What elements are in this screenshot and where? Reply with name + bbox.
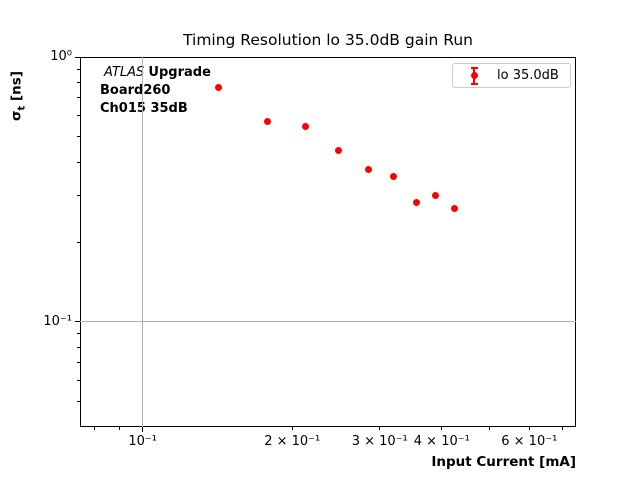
x-tick xyxy=(562,427,564,430)
y-axis-label-symbol: σ xyxy=(8,110,25,121)
x-axis-label: Input Current [mA] xyxy=(431,454,576,470)
annotation-experiment-suffix: Upgrade xyxy=(148,65,211,80)
x-tick-label: 3 × 10⁻¹ xyxy=(351,434,408,449)
errorbar-dot xyxy=(470,72,478,79)
y-tick xyxy=(77,136,80,138)
data-point xyxy=(214,84,222,92)
x-tick-label: 2 × 10⁻¹ xyxy=(264,434,321,449)
x-tick xyxy=(142,427,144,432)
annotation-line-experiment: ATLAS Upgrade xyxy=(100,64,211,82)
annotation-channel: Ch015 35dB xyxy=(100,101,188,116)
errorbar-cap-bottom xyxy=(470,82,478,85)
errorbar-cap-top xyxy=(470,66,478,69)
x-tick xyxy=(379,427,381,430)
data-point xyxy=(263,118,271,126)
y-tick xyxy=(77,82,80,84)
x-tick-label: 6 × 10⁻¹ xyxy=(501,434,558,449)
data-point xyxy=(365,166,373,174)
y-tick xyxy=(77,333,80,335)
y-axis-label: σt [ns] xyxy=(9,71,28,121)
y-tick xyxy=(77,115,80,117)
y-tick xyxy=(77,194,80,196)
data-point xyxy=(451,204,459,212)
x-tick xyxy=(94,427,95,430)
y-tick xyxy=(75,321,80,323)
legend-label: lo 35.0dB xyxy=(497,68,559,83)
chart-title: Timing Resolution lo 35.0dB gain Run xyxy=(183,31,473,49)
data-point xyxy=(335,147,343,155)
x-tick xyxy=(291,427,293,430)
x-tick xyxy=(441,427,443,430)
y-tick xyxy=(77,362,80,364)
data-point xyxy=(302,123,310,131)
errorbar-marker-icon xyxy=(467,64,481,87)
y-tick xyxy=(77,161,80,163)
y-tick xyxy=(77,241,80,243)
gridline-x xyxy=(142,57,144,427)
y-axis-label-subscript: t xyxy=(16,105,28,111)
data-point xyxy=(412,199,420,206)
data-point xyxy=(432,191,440,199)
y-tick xyxy=(77,400,80,402)
x-tick-label: 4 × 10⁻¹ xyxy=(413,434,470,449)
x-tick-label: 10⁻¹ xyxy=(128,434,157,449)
data-point xyxy=(390,172,398,180)
annotation-experiment: ATLAS xyxy=(104,65,145,80)
annotation-board: Board260 xyxy=(100,83,171,98)
annotation: ATLAS Upgrade Board260 Ch015 35dB xyxy=(100,64,211,118)
y-tick-label: 10⁰ xyxy=(50,49,72,64)
y-tick xyxy=(77,379,80,381)
y-tick xyxy=(77,97,80,99)
y-tick xyxy=(77,68,80,70)
y-tick xyxy=(77,346,80,348)
x-tick xyxy=(489,427,491,430)
y-tick-label: 10⁻¹ xyxy=(43,313,72,329)
gridline-y xyxy=(80,321,576,323)
legend: lo 35.0dB xyxy=(452,63,571,88)
x-tick xyxy=(119,427,121,430)
plot-area xyxy=(80,57,576,427)
y-tick xyxy=(75,56,80,58)
y-axis-label-unit: [ns] xyxy=(8,71,25,106)
x-tick xyxy=(528,427,530,430)
